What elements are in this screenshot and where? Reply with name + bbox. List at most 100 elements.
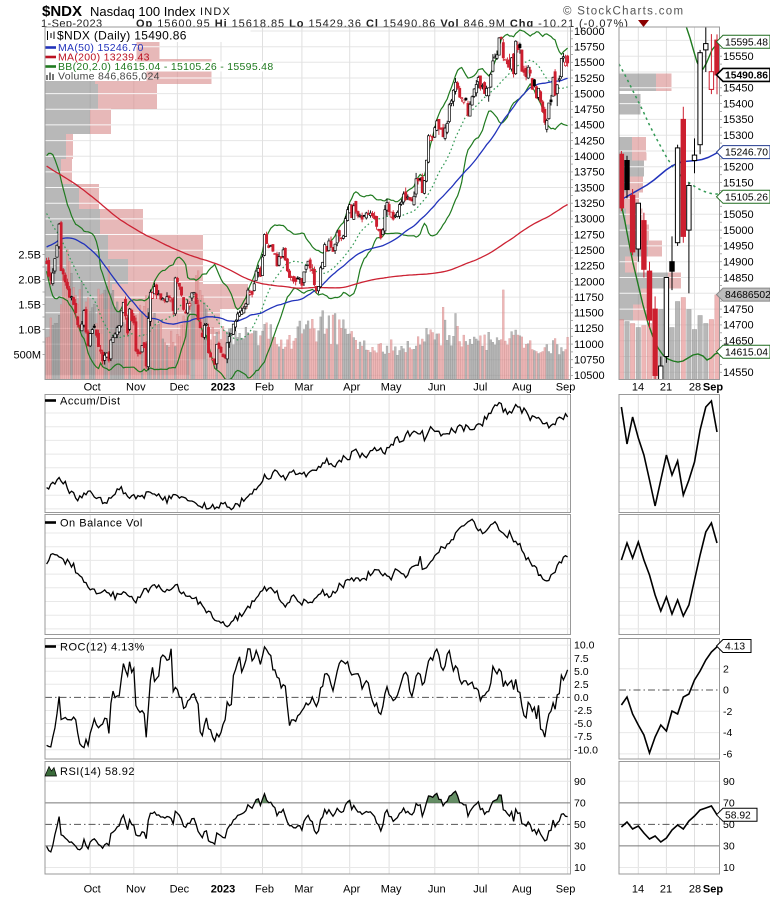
svg-text:14950: 14950 xyxy=(723,241,754,253)
svg-text:30: 30 xyxy=(723,841,735,853)
svg-text:14900: 14900 xyxy=(723,257,754,269)
svg-text:15550: 15550 xyxy=(723,51,754,63)
svg-text:14700: 14700 xyxy=(723,320,754,332)
svg-text:10: 10 xyxy=(574,862,586,874)
svg-text:14250: 14250 xyxy=(574,135,605,147)
svg-text:15000: 15000 xyxy=(574,88,605,100)
svg-text:28: 28 xyxy=(689,884,701,896)
svg-text:Feb: Feb xyxy=(255,382,274,394)
svg-text:21: 21 xyxy=(660,884,672,896)
svg-text:50: 50 xyxy=(723,819,735,831)
svg-text:14850: 14850 xyxy=(723,272,754,284)
svg-text:INDX: INDX xyxy=(200,6,231,18)
svg-text:11750: 11750 xyxy=(574,292,604,304)
svg-text:Nov: Nov xyxy=(126,382,146,394)
svg-text:11000: 11000 xyxy=(574,339,604,351)
svg-text:-7.5: -7.5 xyxy=(574,731,592,743)
svg-text:ROC(12) 4.13%: ROC(12) 4.13% xyxy=(60,642,145,654)
svg-text:5.0: 5.0 xyxy=(574,666,589,678)
svg-text:15400: 15400 xyxy=(723,98,754,110)
svg-text:May: May xyxy=(381,884,402,896)
svg-text:Apr: Apr xyxy=(343,382,360,394)
svg-text:70: 70 xyxy=(723,798,735,810)
svg-text:7.5: 7.5 xyxy=(574,653,589,665)
svg-text:Sep: Sep xyxy=(703,382,723,394)
svg-text:Sep: Sep xyxy=(703,884,723,896)
svg-text:0: 0 xyxy=(723,685,729,697)
svg-text:-4: -4 xyxy=(723,727,732,739)
svg-text:12250: 12250 xyxy=(574,261,605,273)
svg-text:14500: 14500 xyxy=(574,120,605,132)
svg-text:Aug: Aug xyxy=(512,382,532,394)
svg-text:Sep: Sep xyxy=(556,884,576,896)
svg-text:Jul: Jul xyxy=(473,382,487,394)
svg-text:14000: 14000 xyxy=(574,151,605,163)
svg-text:90: 90 xyxy=(723,776,735,788)
svg-text:BB(20,2.0) 14615.04 - 15105.26: BB(20,2.0) 14615.04 - 15105.26 - 15595.4… xyxy=(58,61,273,73)
svg-text:-2.5: -2.5 xyxy=(574,705,592,717)
svg-text:15490.86: 15490.86 xyxy=(725,71,768,82)
svg-text:14: 14 xyxy=(632,884,644,896)
svg-text:Dec: Dec xyxy=(170,884,190,896)
svg-text:15595.48: 15595.48 xyxy=(725,37,768,48)
svg-text:90: 90 xyxy=(574,776,586,788)
svg-text:30: 30 xyxy=(574,841,586,853)
svg-text:$NDX (Daily) 15490.86: $NDX (Daily) 15490.86 xyxy=(57,29,187,43)
svg-text:Sep: Sep xyxy=(556,382,576,394)
svg-text:10750: 10750 xyxy=(574,355,605,367)
svg-text:MA(200) 13239.43: MA(200) 13239.43 xyxy=(58,52,150,64)
svg-text:15246.70: 15246.70 xyxy=(725,148,768,159)
svg-text:10500: 10500 xyxy=(574,370,605,382)
svg-text:15000: 15000 xyxy=(723,225,754,237)
svg-text:15450: 15450 xyxy=(723,83,754,95)
svg-text:21: 21 xyxy=(660,382,672,394)
svg-text:84686502: 84686502 xyxy=(725,290,770,301)
svg-text:14550: 14550 xyxy=(723,367,754,379)
svg-text:15750: 15750 xyxy=(574,42,605,54)
svg-text:-10.0: -10.0 xyxy=(574,744,598,756)
svg-text:-2: -2 xyxy=(723,706,732,718)
svg-text:Oct: Oct xyxy=(84,884,101,896)
svg-text:14650: 14650 xyxy=(723,336,754,348)
svg-text:15250: 15250 xyxy=(574,73,605,85)
svg-text:4.13: 4.13 xyxy=(725,642,745,653)
svg-text:1.0B: 1.0B xyxy=(18,324,41,336)
svg-text:RSI(14) 58.92: RSI(14) 58.92 xyxy=(60,766,135,778)
svg-text:Jun: Jun xyxy=(428,382,446,394)
svg-text:Apr: Apr xyxy=(343,884,360,896)
svg-text:15200: 15200 xyxy=(723,162,754,174)
svg-text:© StockCharts.com: © StockCharts.com xyxy=(563,6,684,18)
svg-text:16000: 16000 xyxy=(574,26,605,38)
svg-text:0.0: 0.0 xyxy=(574,692,589,704)
svg-text:Accum/Dist: Accum/Dist xyxy=(60,396,121,408)
svg-text:2.5B: 2.5B xyxy=(18,249,41,261)
svg-text:14615.04: 14615.04 xyxy=(725,347,768,358)
svg-text:-6: -6 xyxy=(723,749,732,761)
svg-text:50: 50 xyxy=(574,819,586,831)
svg-text:11500: 11500 xyxy=(574,308,604,320)
svg-text:12750: 12750 xyxy=(574,229,605,241)
svg-text:2: 2 xyxy=(723,663,729,675)
svg-text:13500: 13500 xyxy=(574,182,605,194)
svg-text:2.5: 2.5 xyxy=(574,679,589,691)
svg-text:$NDX: $NDX xyxy=(42,3,82,20)
svg-text:Oct: Oct xyxy=(84,382,101,394)
svg-text:Mar: Mar xyxy=(294,884,313,896)
svg-text:28: 28 xyxy=(689,382,701,394)
svg-text:Feb: Feb xyxy=(255,884,274,896)
svg-text:Nov: Nov xyxy=(126,884,146,896)
svg-text:MA(50) 15246.70: MA(50) 15246.70 xyxy=(58,42,144,54)
svg-text:13250: 13250 xyxy=(574,198,605,210)
svg-text:1.5B: 1.5B xyxy=(18,299,41,311)
svg-text:Volume 846,865,024: Volume 846,865,024 xyxy=(58,71,160,83)
svg-text:15150: 15150 xyxy=(723,177,754,189)
svg-text:-5.0: -5.0 xyxy=(574,718,592,730)
svg-text:Mar: Mar xyxy=(294,382,313,394)
svg-text:Aug: Aug xyxy=(512,884,532,896)
svg-text:13000: 13000 xyxy=(574,214,605,226)
svg-text:14: 14 xyxy=(632,382,644,394)
svg-text:2023: 2023 xyxy=(211,884,235,896)
svg-text:Jul: Jul xyxy=(473,884,487,896)
svg-text:10.0: 10.0 xyxy=(574,640,595,652)
svg-text:15050: 15050 xyxy=(723,209,754,221)
